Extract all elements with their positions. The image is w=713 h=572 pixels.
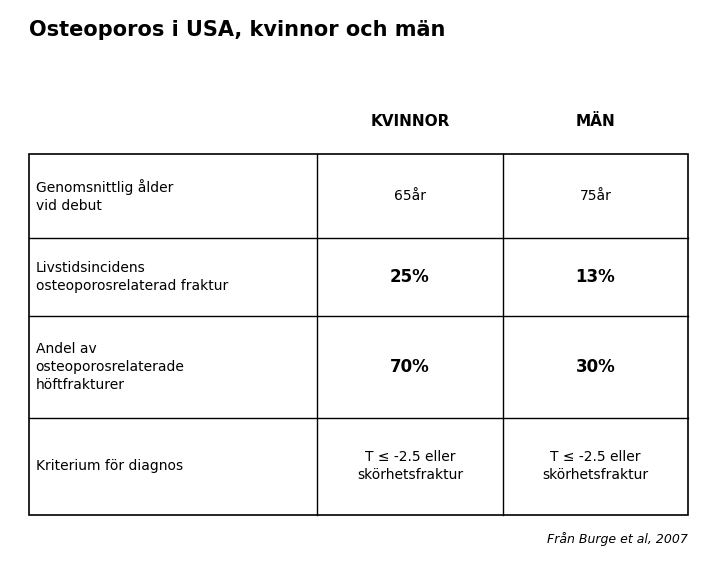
Text: Genomsnittlig ålder
vid debut: Genomsnittlig ålder vid debut xyxy=(36,179,173,213)
Text: T ≤ -2.5 eller
skörhetsfraktur: T ≤ -2.5 eller skörhetsfraktur xyxy=(357,450,463,482)
Bar xyxy=(29,154,688,515)
Text: Andel av
osteoporosrelaterade
höftfrakturer: Andel av osteoporosrelaterade höftfraktu… xyxy=(36,342,185,392)
Text: Från Burge et al, 2007: Från Burge et al, 2007 xyxy=(547,533,688,546)
Text: 13%: 13% xyxy=(575,268,615,286)
Text: MÄN: MÄN xyxy=(575,114,615,129)
Text: 65år: 65år xyxy=(394,189,426,203)
Text: 70%: 70% xyxy=(390,358,430,376)
Text: 25%: 25% xyxy=(390,268,430,286)
Text: 75år: 75år xyxy=(580,189,611,203)
Text: Livstidsincidens
osteoporosrelaterad fraktur: Livstidsincidens osteoporosrelaterad fra… xyxy=(36,261,228,293)
Text: KVINNOR: KVINNOR xyxy=(370,114,450,129)
Text: Osteoporos i USA, kvinnor och män: Osteoporos i USA, kvinnor och män xyxy=(29,20,445,40)
Text: 30%: 30% xyxy=(575,358,615,376)
Text: T ≤ -2.5 eller
skörhetsfraktur: T ≤ -2.5 eller skörhetsfraktur xyxy=(543,450,648,482)
Text: Kriterium för diagnos: Kriterium för diagnos xyxy=(36,459,183,473)
